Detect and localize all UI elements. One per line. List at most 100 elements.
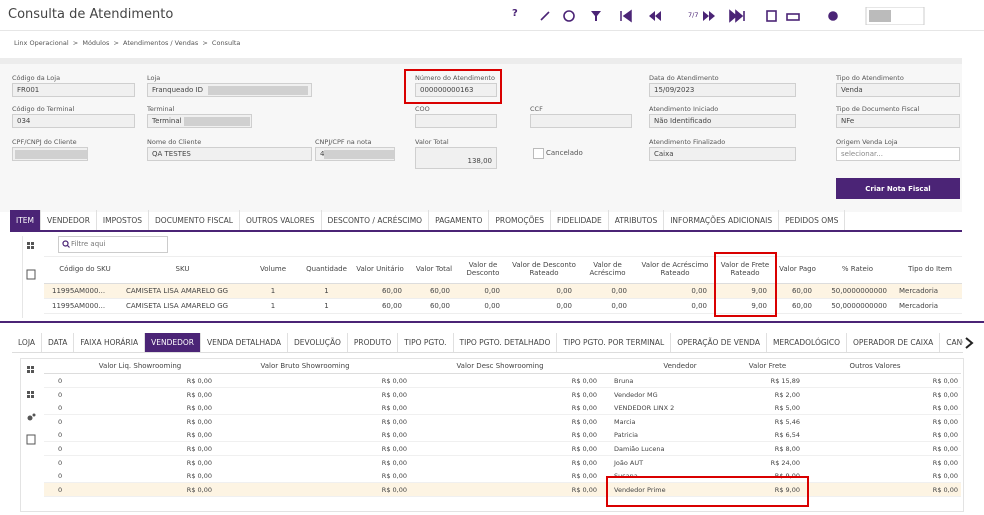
header-row [44, 256, 962, 284]
toolbar [540, 7, 925, 25]
cell: 60,00 [429, 302, 450, 310]
settings-icon[interactable] [828, 11, 838, 21]
cell: 0 [58, 431, 63, 440]
column-header: Valor de Desconto [466, 261, 500, 277]
tab[interactable]: VENDEDOR [145, 333, 202, 352]
tab[interactable]: OPERAÇÃO DE VENDA [671, 333, 767, 352]
field-value: Terminal [152, 117, 182, 125]
tab[interactable]: IMPOSTOS [97, 210, 150, 230]
highlight-box [606, 476, 809, 507]
field-input[interactable]: selecionar... [836, 147, 960, 161]
page-indicator: 7/7 [688, 11, 699, 19]
cell: 11995AM000... [52, 287, 106, 295]
row[interactable] [44, 401, 961, 416]
field-input: 4 [315, 147, 395, 161]
first-icon[interactable] [620, 9, 632, 23]
field-label: Origem Venda Loja [836, 138, 898, 146]
row[interactable] [44, 414, 961, 429]
field-input: FR001 [12, 83, 135, 97]
tab[interactable]: PROMOÇÕES [489, 210, 552, 230]
row[interactable] [44, 455, 961, 470]
column-header: Vendedor [663, 362, 697, 370]
row[interactable] [44, 284, 962, 299]
edit-icon[interactable] [766, 10, 777, 22]
cell: 0,00 [691, 302, 707, 310]
tab[interactable]: MERCADOLÓGICO [767, 333, 848, 352]
next-icon[interactable] [703, 11, 715, 21]
tab[interactable]: TIPO PGTO. [398, 333, 454, 352]
field-value: FR001 [17, 86, 40, 94]
row[interactable] [44, 428, 961, 443]
tab[interactable]: DESCONTO / ACRÉSCIMO [322, 210, 430, 230]
column-header: Valor Bruto Showrooming [260, 362, 350, 370]
field-value: 034 [17, 117, 31, 125]
row[interactable] [44, 442, 961, 456]
print-icon[interactable] [786, 13, 800, 21]
prev-icon[interactable] [649, 11, 661, 21]
filter-icon[interactable] [591, 11, 601, 21]
create-invoice-button[interactable]: Criar Nota Fiscal [836, 178, 960, 199]
row[interactable] [44, 469, 961, 484]
field-input: 034 [12, 114, 135, 128]
tab[interactable]: ITEM [10, 210, 42, 230]
report-grid [20, 358, 964, 512]
field-label: CPF/CNPJ do Cliente [12, 138, 77, 146]
row[interactable] [44, 482, 961, 497]
field-value: 000000000163 [420, 86, 474, 94]
cell: R$ 0,00 [381, 390, 407, 399]
redacted [184, 117, 250, 126]
highlight-box [404, 69, 502, 104]
cell: 60,00 [791, 302, 812, 310]
cell: 50,0000000000 [831, 302, 887, 310]
tab[interactable]: TIPO PGTO. POR TERMINAL [557, 333, 672, 352]
scroll-right-arrow[interactable] [964, 337, 974, 349]
tab[interactable]: PAGAMENTO [429, 210, 490, 230]
last-icon[interactable] [729, 9, 745, 23]
cell: 0 [58, 377, 63, 385]
tab[interactable]: DOCUMENTO FISCAL [149, 210, 240, 230]
field-value: QA TESTES [152, 150, 191, 158]
row[interactable] [44, 387, 961, 402]
field-input: NFe [836, 114, 960, 128]
tab[interactable]: FIDELIDADE [551, 210, 609, 230]
tab[interactable]: CANCE [940, 333, 963, 352]
cell: 50,0000000000 [831, 287, 887, 295]
eraser-icon[interactable] [540, 11, 550, 21]
cell: 60,00 [381, 302, 402, 310]
filter-input[interactable] [58, 236, 168, 253]
row[interactable] [44, 374, 961, 388]
tab[interactable]: TIPO PGTO. DETALHADO [454, 333, 558, 352]
row[interactable] [44, 299, 962, 314]
highlight-box [714, 252, 777, 317]
tab[interactable]: OPERADOR DE CAIXA [847, 333, 941, 352]
tab[interactable]: FAIXA HORÁRIA [74, 333, 146, 352]
cancel-checkbox[interactable] [533, 148, 544, 159]
refresh-icon[interactable] [563, 10, 575, 22]
tab[interactable]: VENDEDOR [41, 210, 97, 230]
tab[interactable]: LOJA [12, 333, 43, 352]
field-placeholder: selecionar... [841, 150, 883, 158]
cell: R$ 0,00 [932, 390, 958, 399]
tab[interactable]: DEVOLUÇÃO [288, 333, 348, 352]
cell: R$ 0,00 [381, 472, 407, 481]
cell: 11995AM000... [52, 302, 106, 310]
tab[interactable]: DATA [42, 333, 75, 352]
cell: Bruna [614, 377, 634, 385]
tab[interactable]: PRODUTO [348, 333, 399, 352]
cell: R$ 0,00 [571, 377, 597, 385]
filter-placeholder: Filtre aqui [71, 240, 106, 248]
cell: R$ 0,00 [571, 458, 597, 467]
field-input: QA TESTES [147, 147, 312, 161]
redacted [15, 150, 87, 159]
help-button[interactable]: ? [512, 8, 518, 19]
field-input: 000000000163 [415, 83, 497, 97]
tab[interactable]: OUTROS VALORES [240, 210, 322, 230]
field-input: Venda [836, 83, 960, 97]
tab[interactable]: PEDIDOS OMS [779, 210, 846, 230]
field-value: 15/09/2023 [654, 86, 695, 94]
cell: R$ 0,00 [571, 485, 597, 494]
tab[interactable]: ATRIBUTOS [609, 210, 665, 230]
tab[interactable]: VENDA DETALHADA [201, 333, 289, 352]
field-label: Tipo do Atendimento [836, 74, 904, 82]
tab[interactable]: INFORMAÇÕES ADICIONAIS [664, 210, 780, 230]
